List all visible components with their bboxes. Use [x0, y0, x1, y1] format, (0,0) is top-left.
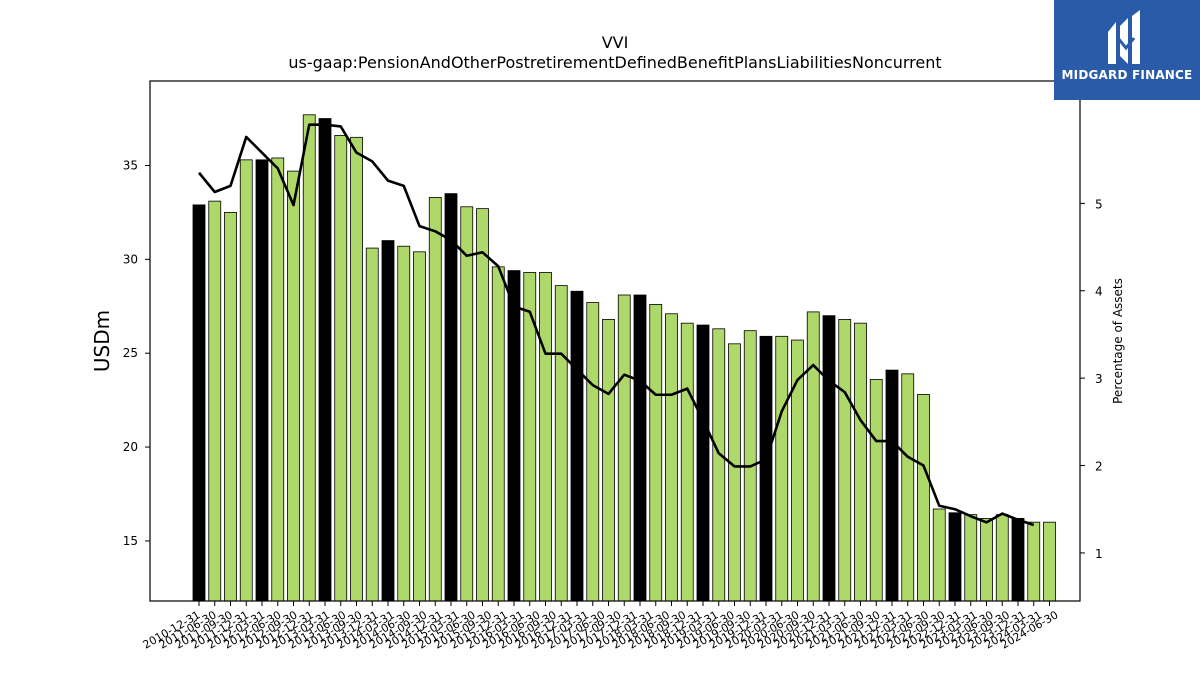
bar-2011-03-31 [208, 200, 222, 602]
y-tick-label-left: 20 [123, 440, 138, 454]
bar-2020-09-30 [806, 311, 820, 602]
y-tick-label-left: 15 [123, 534, 138, 548]
y-axis-label-left: USDm [90, 310, 114, 372]
bar-2019-06-30 [728, 343, 741, 602]
chart-subtitle: us-gaap:PensionAndOtherPostretirementDef… [288, 53, 941, 72]
y-axis-left: 15 20 25 30 35 [123, 158, 150, 548]
y-tick-label-left: 25 [123, 346, 138, 360]
bar-2023-03-31 [964, 514, 978, 602]
bar-2012-06-30 [287, 170, 300, 602]
y-tick-label-right: 3 [1095, 372, 1103, 386]
bar-2017-03-31 [586, 302, 600, 602]
bar-2012-12-31 [318, 118, 332, 602]
bar-2017-06-30 [602, 319, 615, 602]
bar-2023-09-30 [995, 514, 1009, 602]
y-tick-label-left: 35 [123, 158, 138, 172]
y-axis-right: 1 2 3 4 5 [1080, 197, 1103, 561]
y-tick-label-right: 5 [1095, 197, 1103, 211]
bar-2015-09-30 [491, 266, 505, 602]
bar-2021-06-30 [854, 322, 867, 602]
bar-2018-03-31 [649, 303, 663, 602]
bar-2010-12-31 [192, 204, 206, 602]
bar-2022-09-30 [932, 508, 946, 602]
bar-2022-06-30 [917, 394, 930, 602]
bar-2016-12-31 [570, 290, 584, 602]
bar-2015-12-31 [507, 270, 521, 602]
bar-2011-09-30 [239, 159, 253, 602]
midgard-logo-icon [1108, 10, 1140, 64]
x-axis: 2010-12-312011-06-302011-09-302011-12-31… [141, 601, 1061, 652]
y-axis-label-right: Percentage of Assets [1111, 278, 1125, 404]
bar-2023-06-30 [980, 518, 993, 602]
bar-2015-06-30 [476, 208, 489, 602]
bar-2021-03-31 [838, 319, 852, 602]
logo-text: MIDGARD FINANCE [1061, 68, 1193, 82]
bar-2014-12-31 [444, 193, 458, 602]
bar-2017-09-30 [617, 294, 631, 602]
chart-title: VVI [602, 33, 629, 52]
line-group [197, 123, 1035, 527]
bar-2021-09-30 [869, 379, 883, 602]
bar-2023-12-31 [1011, 518, 1025, 602]
bar-2018-06-30 [665, 313, 678, 602]
y-tick-label-right: 1 [1095, 547, 1103, 561]
bar-2021-12-31 [885, 369, 899, 602]
bar-2013-06-30 [350, 136, 363, 602]
bar-2024-06-30 [1043, 521, 1056, 602]
bar-group [192, 114, 1056, 602]
bar-2013-03-31 [334, 135, 348, 602]
bar-2011-06-30 [224, 212, 237, 602]
bar-2016-09-30 [554, 285, 568, 602]
bar-2020-03-31 [775, 335, 789, 602]
bar-2014-06-30 [413, 251, 426, 602]
bar-2011-12-31 [255, 159, 269, 602]
bar-2014-09-30 [428, 196, 442, 602]
bar-2022-12-31 [948, 512, 962, 602]
y-tick-label-right: 2 [1095, 460, 1103, 474]
y-tick-label-left: 30 [123, 252, 138, 266]
bar-2017-12-31 [633, 294, 647, 602]
percentage-line [197, 123, 1035, 527]
bar-2022-03-31 [901, 373, 915, 602]
bar-2019-03-31 [712, 328, 726, 602]
midgard-finance-logo: MIDGARD FINANCE [1054, 0, 1200, 100]
y-tick-label-right: 4 [1095, 285, 1103, 299]
bar-2018-12-31 [696, 324, 710, 602]
bar-2018-09-30 [680, 322, 694, 602]
bar-2013-12-31 [381, 240, 395, 602]
bar-2020-12-31 [822, 315, 836, 602]
plot-frame [149, 80, 1081, 602]
bar-2024-03-31 [1027, 521, 1041, 602]
bar-2016-06-30 [539, 272, 552, 602]
bar-2014-03-31 [397, 245, 411, 602]
bar-2015-03-31 [460, 206, 474, 602]
bar-2019-12-31 [759, 335, 773, 602]
bar-2012-03-31 [271, 157, 285, 602]
bar-2012-09-30 [302, 114, 316, 602]
bar-2013-09-30 [365, 247, 379, 602]
